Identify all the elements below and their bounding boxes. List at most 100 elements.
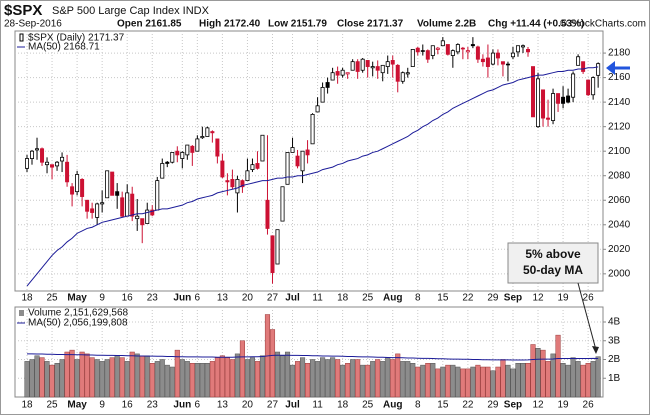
- candle-body: [576, 56, 581, 66]
- y-tick-label: 2040: [608, 219, 631, 230]
- candle-body: [385, 61, 390, 67]
- candle-body: [305, 149, 310, 156]
- volume-bar: [490, 370, 496, 398]
- volume-bar: [124, 361, 130, 398]
- candle-body: [150, 209, 155, 216]
- date: 28-Sep-2016: [4, 19, 62, 30]
- volume-bar: [435, 368, 441, 398]
- volume-bar: [495, 366, 501, 398]
- quote: High 2172.40: [199, 19, 261, 30]
- x-tick-label: 18: [21, 400, 33, 411]
- volume-bar: [585, 363, 591, 398]
- x-tick-label: May: [67, 400, 87, 411]
- volume-bar: [515, 363, 521, 398]
- candle-body: [40, 148, 45, 163]
- volume-bar: [450, 364, 456, 398]
- x-tick-label: 19: [558, 400, 570, 411]
- volume-bar: [540, 349, 546, 398]
- volume-bar: [510, 368, 516, 398]
- legend-icon: [19, 310, 24, 316]
- volume-bar: [345, 363, 351, 398]
- volume-bar: [269, 329, 276, 398]
- candle-body: [561, 96, 566, 104]
- candle-body: [400, 72, 405, 82]
- volume-bar: [79, 351, 85, 398]
- volume-bar: [440, 366, 446, 398]
- x-tick-label: 18: [337, 293, 349, 304]
- volume-bar: [164, 364, 170, 398]
- x-tick-label: 22: [462, 293, 474, 304]
- candle-body: [515, 45, 520, 53]
- x-tick-label: 23: [147, 400, 159, 411]
- candle-body: [65, 161, 70, 183]
- candle-body: [480, 58, 485, 63]
- volume-bar: [330, 357, 336, 398]
- candle-body: [235, 178, 240, 194]
- candle-body: [280, 186, 285, 222]
- y-tick-label: 2100: [608, 146, 631, 157]
- y-tick-label: 4B: [608, 317, 621, 328]
- volume-bar: [179, 359, 185, 398]
- x-tick-label: 15: [437, 293, 449, 304]
- volume-bar: [535, 348, 541, 398]
- x-tick-label: 13: [217, 400, 229, 411]
- x-tick-label: 26: [583, 400, 595, 411]
- candle-body: [200, 136, 205, 139]
- volume-bar: [229, 359, 235, 398]
- x-tick-label: 25: [362, 293, 374, 304]
- x-tick-label: Jun: [173, 293, 191, 304]
- volume-bar: [74, 359, 80, 398]
- volume-bar: [560, 363, 566, 398]
- candle-body: [140, 218, 145, 226]
- candle-body: [100, 202, 105, 205]
- candle-body: [485, 57, 490, 67]
- candle-body: [60, 156, 65, 162]
- candle-body: [95, 203, 100, 218]
- candle-body: [430, 45, 435, 56]
- x-tick-label: 16: [122, 293, 134, 304]
- candle-body: [455, 44, 460, 53]
- volume-bar: [420, 364, 426, 398]
- candle-body: [125, 192, 130, 217]
- x-tick-label: 27: [267, 293, 279, 304]
- volume-bar: [209, 361, 215, 398]
- volume-bar: [129, 351, 135, 398]
- volume-bar: [430, 363, 436, 398]
- candle-body: [355, 61, 360, 72]
- volume-bar: [114, 355, 120, 398]
- legend-icon: [19, 33, 24, 42]
- volume-bar: [144, 355, 150, 398]
- y-tick-label: 2180: [608, 48, 631, 59]
- volume-bar: [475, 364, 481, 398]
- candle-body: [210, 131, 215, 134]
- candle-body: [420, 50, 425, 52]
- volume-bar: [565, 364, 571, 398]
- candle-body: [185, 144, 190, 156]
- volume-bar: [24, 361, 30, 398]
- candle-body: [110, 171, 115, 196]
- candle-body: [270, 235, 275, 274]
- legend-label: MA(50) 2168.71: [28, 42, 100, 53]
- x-tick-label: 18: [337, 400, 349, 411]
- x-tick-label: 25: [362, 400, 374, 411]
- candle-body: [50, 164, 55, 168]
- candle-body: [330, 72, 335, 81]
- candle-body: [505, 63, 510, 66]
- volume-bar: [49, 364, 55, 398]
- volume-bar: [294, 361, 301, 398]
- volume-bar: [525, 363, 531, 398]
- volume-bar: [520, 363, 526, 398]
- candle-body: [440, 40, 445, 47]
- candle-body: [80, 178, 85, 197]
- candle-body: [360, 58, 365, 71]
- candle-body: [410, 48, 415, 67]
- chart-title: $SPX: [4, 2, 42, 19]
- candle-body: [571, 73, 576, 98]
- volume-bar: [315, 361, 321, 398]
- volume-bar: [365, 364, 371, 398]
- volume-bar: [380, 361, 386, 398]
- x-tick-label: 15: [437, 400, 449, 411]
- volume-bar: [485, 366, 491, 398]
- candle-body: [30, 150, 35, 159]
- x-tick-label: Jul: [285, 400, 300, 411]
